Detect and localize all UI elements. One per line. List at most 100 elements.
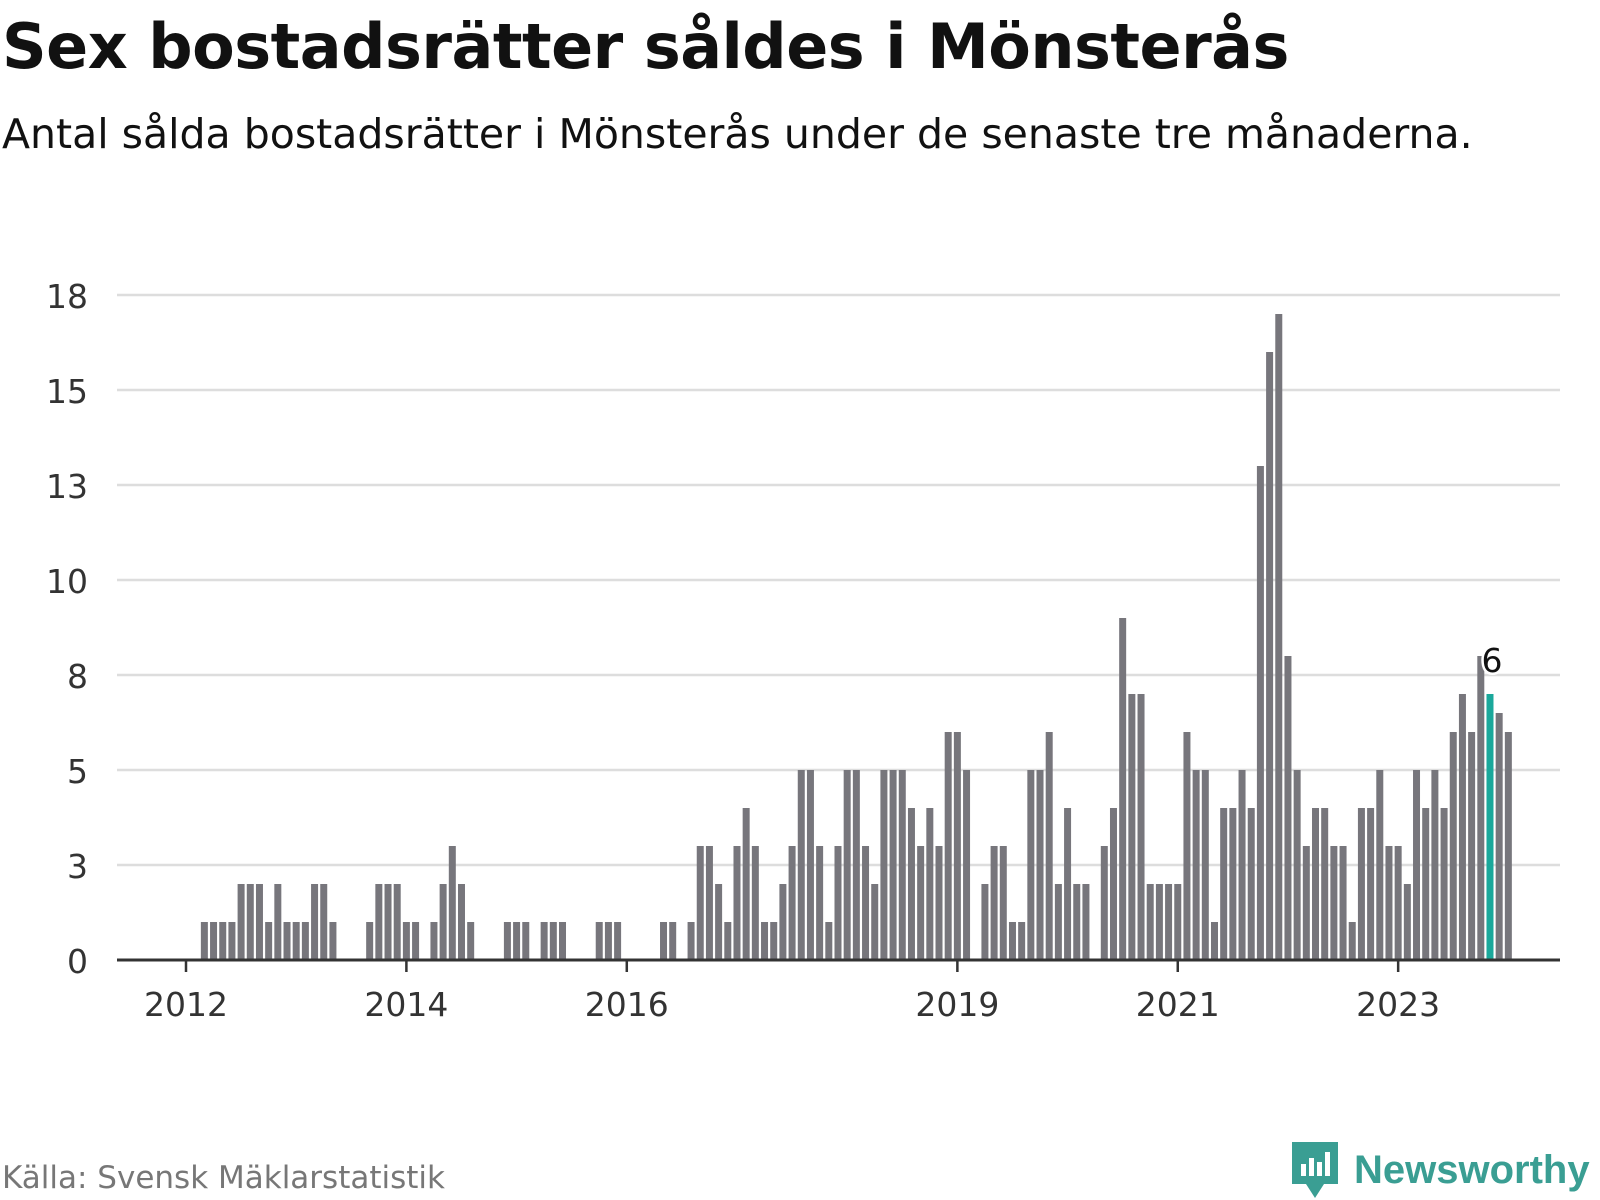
bar xyxy=(1348,922,1356,960)
bar xyxy=(1247,808,1255,960)
bar xyxy=(926,808,934,960)
bar xyxy=(1183,732,1191,960)
bar xyxy=(724,922,732,960)
bar xyxy=(1192,770,1200,960)
bar xyxy=(448,846,456,960)
bar xyxy=(1210,922,1218,960)
bar xyxy=(1477,656,1485,960)
x-tick-label: 2014 xyxy=(364,985,448,1024)
bar xyxy=(751,846,759,960)
x-tick-label: 2021 xyxy=(1136,985,1220,1024)
bar xyxy=(375,884,383,960)
bar xyxy=(1073,884,1081,960)
y-tick-label: 0 xyxy=(67,942,88,981)
bar xyxy=(669,922,677,960)
bar xyxy=(237,884,245,960)
bar xyxy=(935,846,943,960)
bar xyxy=(219,922,227,960)
bar xyxy=(1468,732,1476,960)
bar xyxy=(1064,808,1072,960)
bar xyxy=(402,922,410,960)
bar xyxy=(301,922,309,960)
data-labels: 6 xyxy=(1479,639,1505,683)
bar xyxy=(1201,770,1209,960)
bar xyxy=(1431,770,1439,960)
bar xyxy=(614,922,622,960)
newsworthy-logo-icon xyxy=(1292,1142,1338,1198)
bar xyxy=(953,732,961,960)
y-tick-label: 8 xyxy=(67,657,88,696)
y-tick-label: 15 xyxy=(46,372,88,411)
bar xyxy=(834,846,842,960)
bar xyxy=(898,770,906,960)
bar xyxy=(660,922,668,960)
bar xyxy=(457,884,465,960)
bar xyxy=(843,770,851,960)
bar xyxy=(917,846,925,960)
bar xyxy=(1504,732,1512,960)
y-axis-ticks: 0 3 5 8 10 13 15 18 xyxy=(46,277,88,981)
bar xyxy=(604,922,612,960)
bar xyxy=(981,884,989,960)
bar xyxy=(1330,846,1338,960)
bar xyxy=(384,884,392,960)
x-tick-label: 2016 xyxy=(585,985,669,1024)
chart-title: Sex bostadsrätter såldes i Mönsterås xyxy=(2,10,1289,83)
bar xyxy=(788,846,796,960)
bar xyxy=(1119,618,1127,960)
bar xyxy=(1302,846,1310,960)
bar xyxy=(705,846,713,960)
bar xyxy=(862,846,870,960)
bar xyxy=(228,922,236,960)
x-tick-label: 2019 xyxy=(915,985,999,1024)
bar xyxy=(467,922,475,960)
bar xyxy=(999,846,1007,960)
bar xyxy=(1238,770,1246,960)
bar xyxy=(1082,884,1090,960)
bar xyxy=(595,922,603,960)
bar xyxy=(1137,694,1145,960)
bar xyxy=(1357,808,1365,960)
bar xyxy=(210,922,218,960)
bar xyxy=(393,884,401,960)
bar xyxy=(1109,808,1117,960)
bar xyxy=(1495,713,1503,960)
bar xyxy=(1440,808,1448,960)
y-tick-label: 13 xyxy=(46,467,88,506)
bar xyxy=(907,808,915,960)
gridlines xyxy=(117,293,1560,867)
bar xyxy=(1036,770,1044,960)
bar xyxy=(246,884,254,960)
x-tick-label: 2023 xyxy=(1356,985,1440,1024)
bar xyxy=(806,770,814,960)
bar xyxy=(1165,884,1173,960)
bar xyxy=(412,922,420,960)
bar xyxy=(311,884,319,960)
bar xyxy=(274,884,282,960)
bar xyxy=(1449,732,1457,960)
chart-subtitle: Antal sålda bostadsrätter i Mönsterås un… xyxy=(2,110,1473,158)
bar xyxy=(1018,922,1026,960)
bar xyxy=(1275,314,1283,960)
bar xyxy=(430,922,438,960)
bar xyxy=(549,922,557,960)
bar xyxy=(715,884,723,960)
highlight-value-label: 6 xyxy=(1481,641,1502,680)
bar xyxy=(696,846,704,960)
bar xyxy=(1385,846,1393,960)
y-tick-label: 5 xyxy=(67,752,88,791)
bar xyxy=(963,770,971,960)
bar xyxy=(283,922,291,960)
bar xyxy=(1339,846,1347,960)
bar xyxy=(513,922,521,960)
brand-logo[interactable]: Newsworthy xyxy=(1290,1140,1590,1200)
source-note: Källa: Svensk Mäklarstatistik xyxy=(2,1160,445,1196)
y-tick-label: 18 xyxy=(46,277,88,316)
bar xyxy=(779,884,787,960)
bar xyxy=(1229,808,1237,960)
bar xyxy=(687,922,695,960)
y-tick-label: 3 xyxy=(67,847,88,886)
bar xyxy=(797,770,805,960)
bar xyxy=(559,922,567,960)
